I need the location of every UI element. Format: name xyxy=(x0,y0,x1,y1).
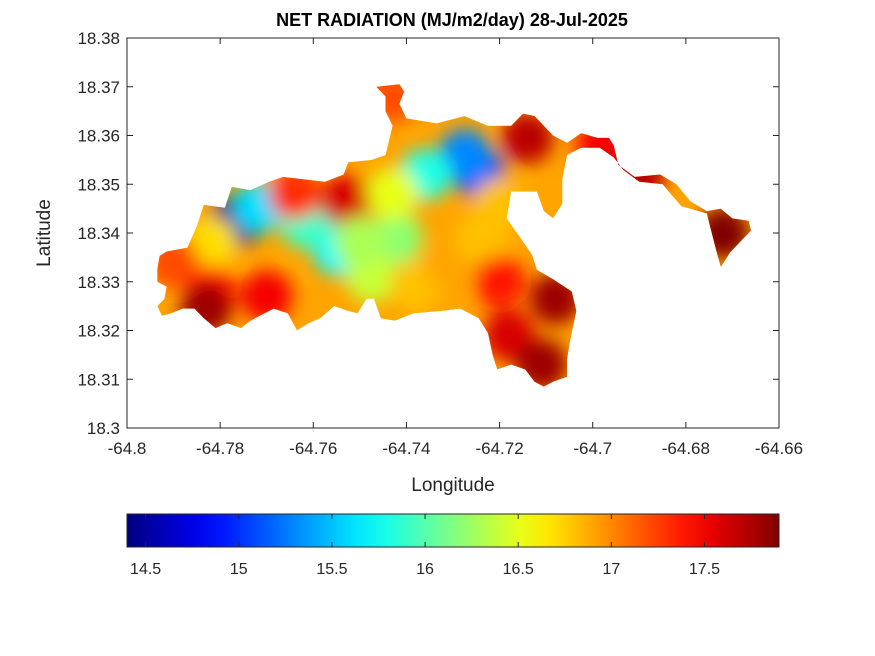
y-axis-label: Latitude xyxy=(34,199,55,267)
colorbar-tick-label: 16.5 xyxy=(503,561,534,578)
y-tick-label: 18.37 xyxy=(77,78,120,97)
island-base-fill xyxy=(157,84,752,387)
radiation-blob-19 xyxy=(366,168,419,220)
x-tick-label: -64.76 xyxy=(289,439,337,458)
radiation-blob-20 xyxy=(473,255,526,308)
y-tick-label: 18.31 xyxy=(77,370,120,389)
x-tick-label: -64.74 xyxy=(382,439,430,458)
radiation-blob-18 xyxy=(268,168,321,220)
x-tick-label: -64.78 xyxy=(196,439,244,458)
y-tick-label: 18.3 xyxy=(87,419,120,438)
colorbar-tick-label: 17 xyxy=(602,561,620,578)
x-tick-label: -64.7 xyxy=(573,439,612,458)
colorbar-ticks: 14.5 15 15.5 16 16.5 17 17.5 xyxy=(130,514,720,578)
colorbar-tick-label: 17.5 xyxy=(689,561,720,578)
y-tick-label: 18.38 xyxy=(77,29,120,48)
x-tick-label: -64.66 xyxy=(755,439,803,458)
radiation-blob-17 xyxy=(319,175,372,228)
colorbar-tick-label: 15.5 xyxy=(316,561,347,578)
colorbar-tick-label: 15 xyxy=(230,561,248,578)
y-axis: 18.3 18.31 18.32 18.33 18.34 18.35 18.36 18.37 1… xyxy=(77,29,779,438)
x-tick-label: -64.8 xyxy=(108,439,147,458)
radiation-blob-26 xyxy=(333,216,386,269)
radiation-blob-2 xyxy=(438,129,491,181)
radiation-blob-24 xyxy=(501,111,554,164)
radiation-blob-16 xyxy=(240,270,293,323)
colorbar-tick-label: 16 xyxy=(416,561,434,578)
colorbar: 14.5 15 15.5 16 16.5 17 17.5 xyxy=(126,513,780,578)
x-axis-label: Longitude xyxy=(411,475,494,496)
x-tick-label: -64.72 xyxy=(475,439,523,458)
y-tick-label: 18.35 xyxy=(77,175,120,194)
chart-title: NET RADIATION (MJ/m2/day) 28-Jul-2025 xyxy=(276,10,628,30)
x-axis: -64.8 -64.78 -64.76 -64.74 -64.72 -64.7 -64.68… xyxy=(108,38,803,458)
y-tick-label: 18.36 xyxy=(77,127,120,146)
y-tick-label: 18.32 xyxy=(77,322,120,341)
y-tick-label: 18.34 xyxy=(77,224,120,243)
colorbar-tick-label: 14.5 xyxy=(130,561,161,578)
colorbar-gradient xyxy=(126,513,780,548)
x-tick-label: -64.68 xyxy=(662,439,710,458)
island-heatmap xyxy=(157,84,752,387)
y-tick-label: 18.33 xyxy=(77,273,120,292)
